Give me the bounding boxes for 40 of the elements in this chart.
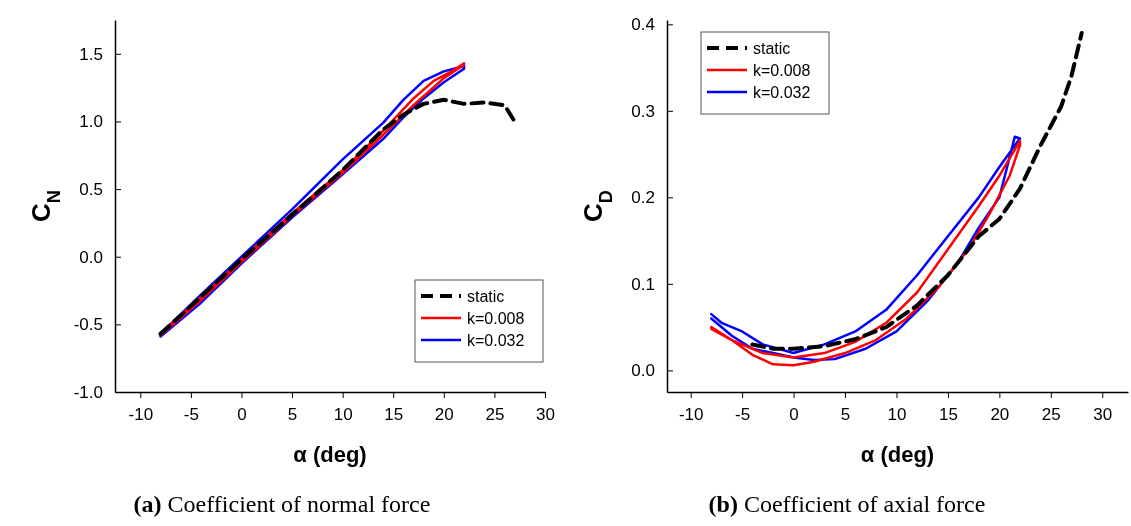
text: (b) Coefficient of axial force	[708, 491, 986, 517]
y-tick-label: -0.5	[73, 315, 103, 335]
x-tick-label: -10	[128, 404, 154, 424]
x-axis-title: α (deg)	[293, 442, 367, 467]
y-tick-label: 0.2	[631, 188, 655, 208]
x-tick-label: 25	[1041, 404, 1061, 424]
legend-label: static	[753, 40, 791, 57]
text: (a) Coefficient of normal force	[133, 491, 431, 517]
x-tick-label: -5	[735, 404, 751, 424]
y-tick-label: 0.5	[79, 180, 103, 200]
x-tick-label: 5	[840, 404, 851, 424]
x-tick-label: 5	[287, 404, 298, 424]
line-series	[750, 30, 1084, 351]
x-tick-label: 20	[434, 404, 454, 424]
y-tick-label: 0.0	[631, 361, 655, 381]
y-tick-label: 0.1	[631, 274, 655, 294]
x-tick-label: 10	[333, 404, 353, 424]
legend-label: k=0.032	[753, 84, 811, 101]
legend-label: static	[467, 288, 505, 305]
legend-label: k=0.008	[753, 62, 811, 79]
x-tick-label: -5	[183, 404, 199, 424]
x-tick-label: -10	[678, 404, 704, 424]
y-tick-label: 1.5	[79, 44, 103, 64]
y-tick-label: -1.0	[73, 382, 103, 402]
x-tick-label: 0	[789, 404, 799, 424]
y-tick-label: 1.0	[79, 112, 103, 132]
legend-label: k=0.008	[467, 310, 525, 327]
x-tick-label: 25	[485, 404, 505, 424]
x-tick-label: 15	[938, 404, 958, 424]
x-tick-label: 10	[887, 404, 907, 424]
y-tick-label: 0.4	[631, 15, 655, 35]
y-tick-label: 0.3	[631, 101, 655, 121]
x-tick-label: 30	[1093, 404, 1113, 424]
x-tick-label: 0	[237, 404, 247, 424]
x-tick-label: 15	[384, 404, 404, 424]
x-tick-label: 20	[990, 404, 1010, 424]
y-tick-label: 0.0	[79, 247, 103, 267]
x-tick-label: 30	[536, 404, 555, 424]
x-axis-title: α (deg)	[860, 442, 935, 467]
legend-label: k=0.032	[467, 332, 525, 349]
